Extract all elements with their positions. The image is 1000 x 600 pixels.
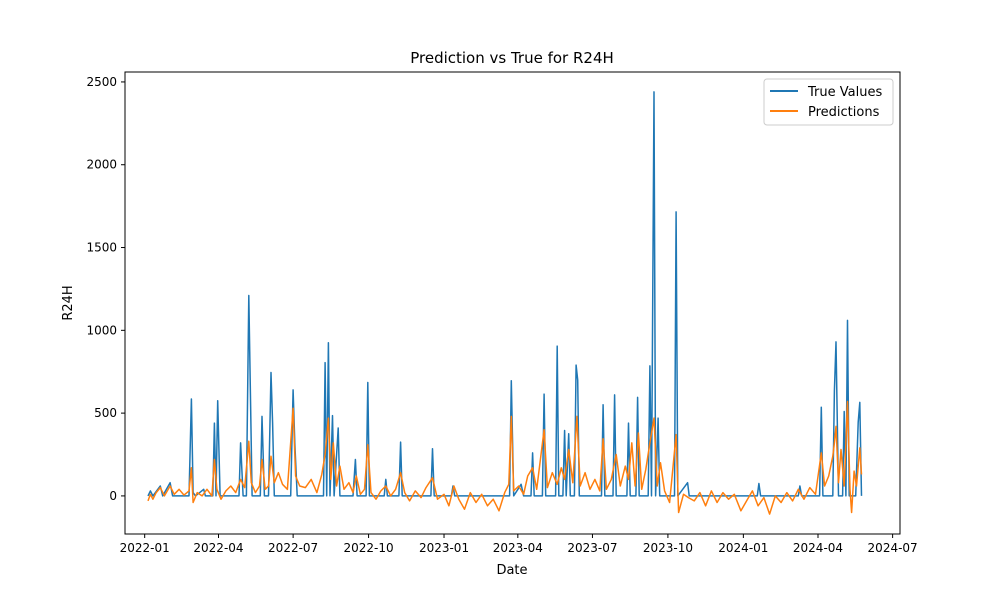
- x-tick-label: 2022-07: [268, 541, 318, 555]
- y-tick-label: 2500: [86, 75, 117, 89]
- series-layer: [147, 91, 863, 515]
- plot-frame: [124, 71, 901, 535]
- x-tick-label: 2023-01: [419, 541, 469, 555]
- chart-title: Prediction vs True for R24H: [410, 49, 614, 67]
- legend-label-predictions: Predictions: [808, 105, 880, 120]
- series-line-predictions: [147, 400, 863, 515]
- x-tick-label: 2024-07: [868, 541, 918, 555]
- y-tick-label: 1500: [86, 241, 117, 255]
- legend: True Values Predictions: [763, 78, 894, 126]
- x-tick-label: 2023-10: [643, 541, 693, 555]
- y-axis: 0 500 1000 1500 2000 2500: [86, 75, 125, 503]
- x-tick-label: 2023-07: [567, 541, 617, 555]
- x-tick-label: 2022-10: [344, 541, 394, 555]
- series-line-true-values: [147, 91, 863, 497]
- y-tick-label: 500: [94, 406, 117, 420]
- x-tick-label: 2022-01: [120, 541, 170, 555]
- y-axis-title: R24H: [61, 285, 76, 320]
- x-tick-label: 2022-04: [193, 541, 243, 555]
- y-tick-label: 1000: [86, 323, 117, 337]
- y-tick-label: 2000: [86, 158, 117, 172]
- x-tick-label: 2023-04: [493, 541, 543, 555]
- y-tick-label: 0: [109, 489, 117, 503]
- legend-label-true-values: True Values: [807, 85, 882, 100]
- x-axis-title: Date: [496, 563, 527, 578]
- x-axis: 2022-01 2022-04 2022-07 2022-10 2023-01 2023-…: [120, 534, 918, 555]
- x-tick-label: 2024-01: [718, 541, 768, 555]
- x-tick-label: 2024-04: [793, 541, 843, 555]
